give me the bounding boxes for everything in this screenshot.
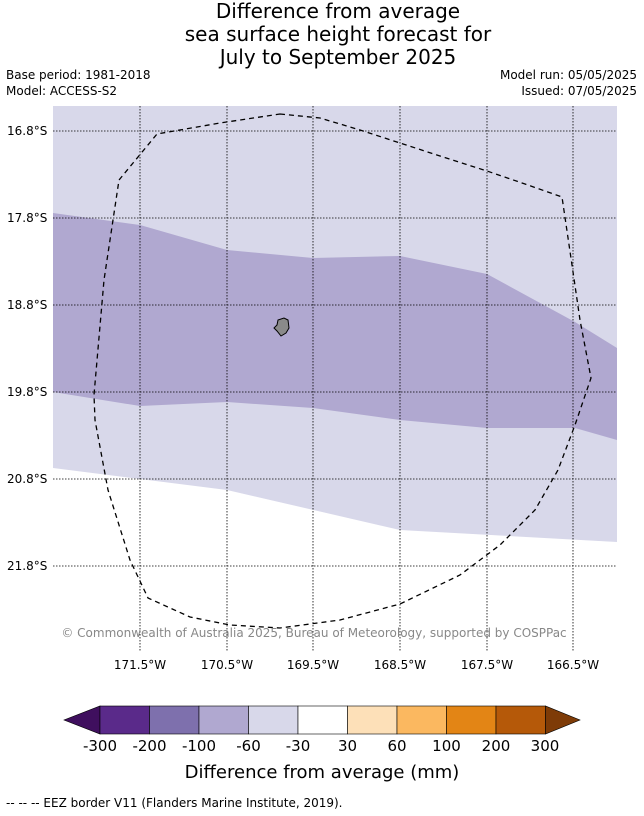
colorbar-swatch: [248, 705, 299, 735]
issued-date: Issued: 07/05/2025: [521, 84, 637, 98]
lon-label-4: 168.5°W: [374, 658, 426, 672]
title-line-1: Difference from average: [215, 0, 461, 23]
colorbar-tick-label: -300: [83, 737, 117, 755]
map-figure: © Commonwealth of Australia 2025, Bureau…: [7, 106, 617, 783]
colorbar-swatch: [495, 705, 546, 735]
colorbar-tick-label: -100: [182, 737, 216, 755]
colorbar-tick-label: 300: [531, 737, 560, 755]
lon-label-5: 167.5°W: [461, 658, 513, 672]
colorbar-swatch: [446, 705, 497, 735]
graticule: [53, 106, 617, 652]
colorbar-swatch: [396, 705, 447, 735]
copyright-text: © Commonwealth of Australia 2025, Bureau…: [61, 626, 566, 640]
colorbar-extend-high: [545, 705, 581, 735]
colorbar-swatch: [347, 705, 398, 735]
colorbar: [63, 705, 581, 735]
colorbar-tick-label: 100: [432, 737, 461, 755]
title-line-2: sea surface height forecast for: [184, 22, 492, 46]
colorbar-swatch: [149, 705, 200, 735]
eez-border: [93, 113, 592, 629]
lon-label-6: 166.5°W: [547, 658, 599, 672]
model-name: Model: ACCESS-S2: [6, 84, 118, 98]
meta-left: Base period: 1981-2018 Model: ACCESS-S2: [6, 67, 151, 99]
model-run: Model run: 05/05/2025: [499, 68, 637, 82]
colorbar-tick-label: 60: [387, 737, 406, 755]
island-land: [273, 317, 290, 337]
lat-label-2: 17.8°S: [7, 211, 47, 225]
colorbar-tick-label: -60: [236, 737, 261, 755]
longitude-labels: 171.5°W 170.5°W 169.5°W 168.5°W 167.5°W …: [114, 658, 599, 672]
colorbar-swatch: [198, 705, 249, 735]
lat-label-4: 19.8°S: [7, 385, 47, 399]
latitude-labels: 16.8°S 17.8°S 18.8°S 19.8°S 20.8°S 21.8°…: [7, 124, 47, 573]
colorbar-swatch: [297, 705, 348, 735]
colorbar-labels: -300 -200 -100 -60 -30 30 60 100 200 300: [83, 737, 559, 755]
lat-label-3: 18.8°S: [7, 298, 47, 312]
base-period: Base period: 1981-2018: [6, 68, 151, 82]
meta-right: Model run: 05/05/2025 Issued: 07/05/2025: [500, 67, 637, 99]
lat-label-6: 21.8°S: [7, 559, 47, 573]
lon-label-1: 171.5°W: [114, 658, 166, 672]
map-plot-area: © Commonwealth of Australia 2025, Bureau…: [53, 106, 617, 652]
lat-label-5: 20.8°S: [7, 472, 47, 486]
lat-label-1: 16.8°S: [7, 124, 47, 138]
colorbar-swatch: [99, 705, 150, 735]
title-line-3: July to September 2025: [219, 45, 457, 69]
colorbar-tick-label: 200: [482, 737, 511, 755]
colorbar-tick-label: -30: [286, 737, 311, 755]
colorbar-tick-label: -200: [132, 737, 166, 755]
colorbar-tick-label: 30: [338, 737, 357, 755]
colorbar-extend-low: [63, 705, 101, 735]
lon-label-2: 170.5°W: [201, 658, 253, 672]
lon-label-3: 169.5°W: [287, 658, 339, 672]
colorbar-title: Difference from average (mm): [185, 762, 460, 783]
map-title: Difference from average sea surface heig…: [0, 0, 644, 69]
eez-legend-note: -- -- -- EEZ border V11 (Flanders Marine…: [6, 796, 343, 810]
anomaly-band-medium: [53, 213, 617, 440]
